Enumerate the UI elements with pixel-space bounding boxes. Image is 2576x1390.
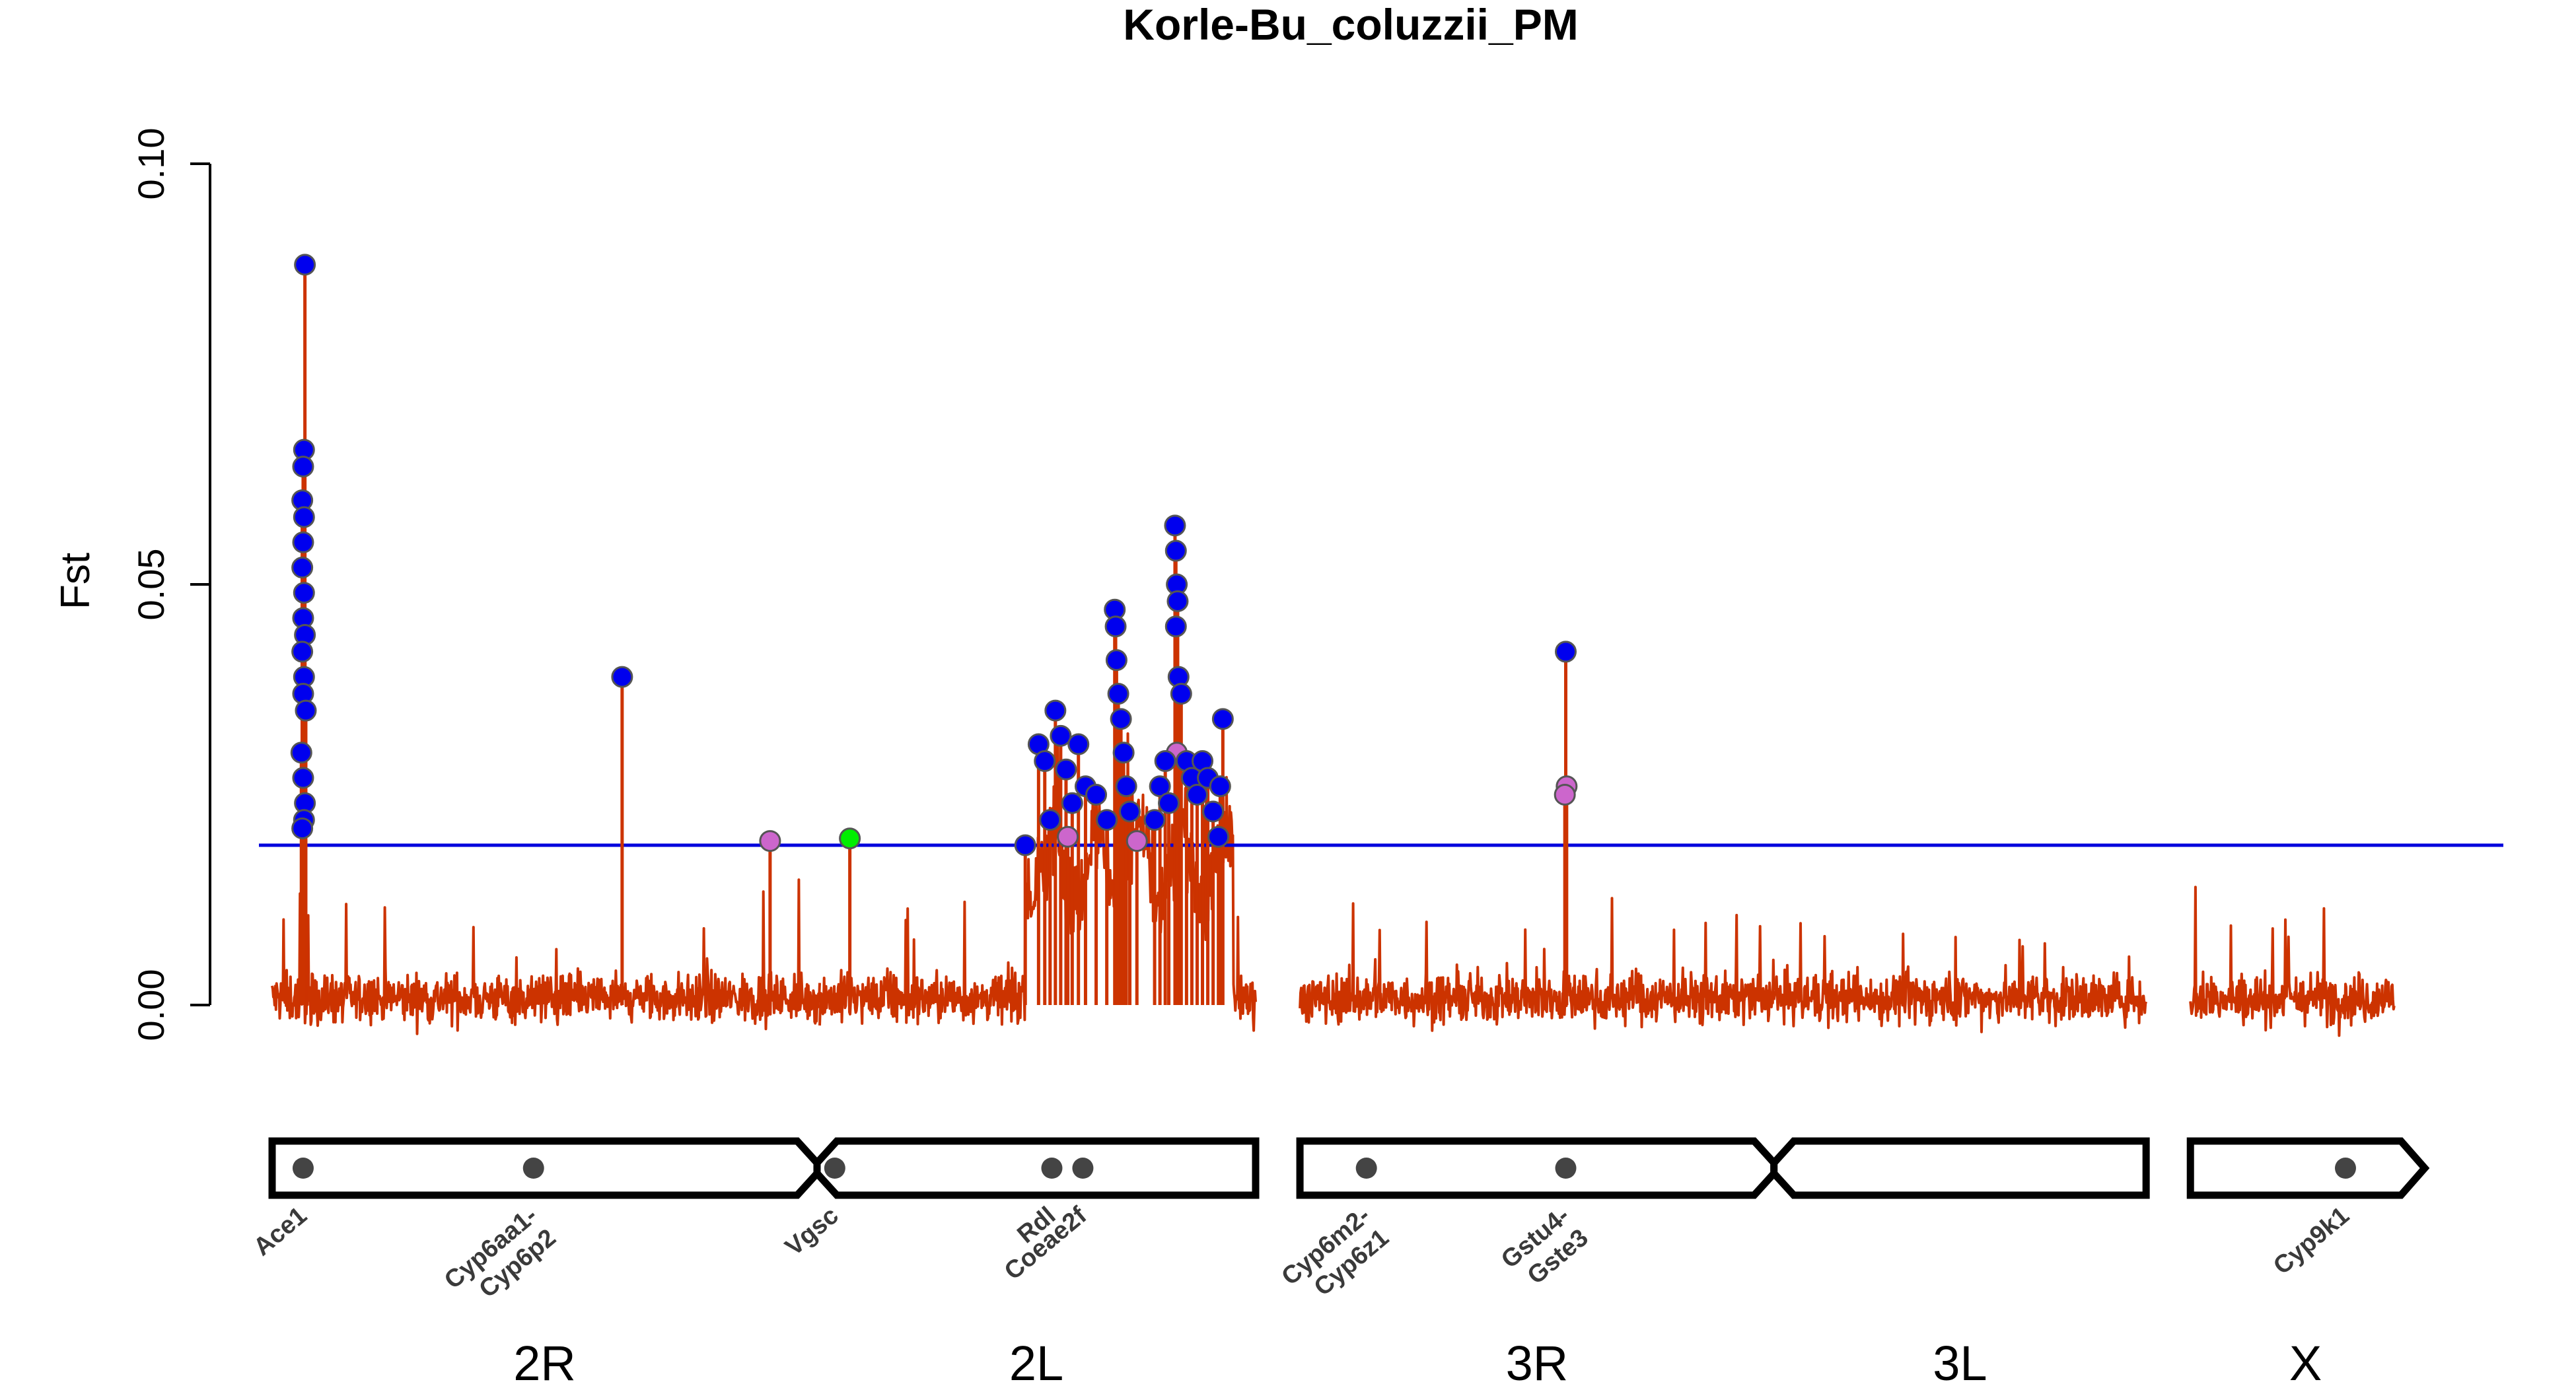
gene-dot xyxy=(2334,1158,2356,1179)
peak-point xyxy=(292,767,314,789)
peak-point xyxy=(293,506,315,528)
peak-point xyxy=(295,699,317,722)
peak-point xyxy=(1554,784,1576,806)
gene-dot xyxy=(1041,1158,1063,1179)
gene-label: Cyp6aa1-Cyp6p2 xyxy=(439,1202,561,1317)
peak-point xyxy=(1170,683,1192,705)
peak-point xyxy=(292,531,314,553)
peak-stems xyxy=(299,264,1569,1005)
peak-point xyxy=(1112,742,1135,764)
chromosome-label: 2R xyxy=(513,1336,576,1387)
chromosome-label: 3L xyxy=(1933,1336,1987,1387)
peak-point xyxy=(1044,699,1067,722)
peak-point xyxy=(611,666,633,688)
chromosome-2R xyxy=(268,1137,821,1199)
peak-point xyxy=(1149,775,1171,798)
gene-dot xyxy=(824,1158,845,1179)
peak-point xyxy=(1067,733,1090,755)
gene-label: Cyp9k1 xyxy=(2268,1202,2355,1280)
peak-point xyxy=(1085,784,1108,806)
fst-series-line xyxy=(271,732,2396,1037)
fst-line-segment xyxy=(271,878,821,1035)
chart-title: Korle-Bu_coluzzii_PM xyxy=(1123,0,1578,49)
peak-point xyxy=(1164,615,1187,638)
gene-dot xyxy=(1072,1158,1094,1179)
peak-point xyxy=(291,641,314,663)
peak-point xyxy=(1202,800,1225,823)
peak-point xyxy=(1107,683,1129,705)
peak-point xyxy=(1154,750,1176,773)
gene-label-line: Ace1 xyxy=(248,1202,312,1262)
gene-dot xyxy=(1355,1158,1377,1179)
chromosome-ideogram: 2R 2L 3R 3L X xyxy=(268,1137,2430,1390)
peak-point xyxy=(291,817,314,839)
peak-point xyxy=(1055,758,1077,781)
chromosome-X xyxy=(2186,1137,2430,1199)
chromosome-label: 3R xyxy=(1506,1336,1569,1387)
peak-point xyxy=(839,827,861,850)
fst-line-segment xyxy=(2189,886,2396,1037)
chromosome-3L xyxy=(1770,1137,2150,1199)
y-tick-label: 0.10 xyxy=(130,128,172,200)
peak-point xyxy=(1143,809,1166,831)
peak-point xyxy=(1115,775,1137,798)
peak-point xyxy=(1057,825,1079,848)
fst-line-segment xyxy=(1299,897,1775,1032)
gene-label: Ace1 xyxy=(248,1202,312,1262)
peak-point xyxy=(294,254,316,276)
gene-dot xyxy=(292,1158,314,1179)
y-tick-label: 0.00 xyxy=(130,969,172,1041)
peak-point xyxy=(1209,775,1231,798)
gene-label: Gstu4-Gste3 xyxy=(1496,1202,1593,1296)
peak-point xyxy=(1158,792,1180,814)
peak-point xyxy=(1104,615,1127,638)
chromosome-label: X xyxy=(2289,1336,2322,1387)
y-axis-label: Fst xyxy=(53,553,98,609)
peak-point xyxy=(1119,800,1141,823)
peak-point xyxy=(1034,750,1056,773)
peak-point xyxy=(1164,539,1187,562)
peak-point xyxy=(1186,784,1208,806)
peak-point xyxy=(1105,649,1127,672)
peak-point xyxy=(291,557,314,579)
peak-point xyxy=(759,830,781,852)
fst-line-segment xyxy=(1772,922,2148,1033)
peak-point xyxy=(1555,641,1577,663)
peak-point xyxy=(1110,708,1132,730)
peak-point xyxy=(1166,590,1189,612)
peak-point xyxy=(1164,514,1186,537)
gene-dot xyxy=(1555,1158,1577,1179)
y-tick-label: 0.05 xyxy=(130,549,172,621)
gene-dot xyxy=(522,1158,544,1179)
peak-point xyxy=(1039,809,1061,831)
peak-point xyxy=(1061,792,1083,814)
gene-label: Vgsc xyxy=(780,1202,844,1262)
peak-point xyxy=(1050,724,1072,747)
gene-label-line: Vgsc xyxy=(780,1202,844,1262)
gene-label: Cyp6m2-Cyp6z1 xyxy=(1277,1202,1394,1313)
peak-point xyxy=(1096,809,1118,831)
peak-point xyxy=(1126,830,1148,852)
peak-points xyxy=(290,254,1578,856)
gene-label-line: Cyp9k1 xyxy=(2268,1202,2355,1280)
peak-point xyxy=(292,456,314,478)
peak-point xyxy=(1014,834,1036,856)
peak-point xyxy=(290,742,312,764)
y-axis: 0.00 0.05 0.10 xyxy=(130,128,211,1041)
peak-point xyxy=(293,582,315,604)
peak-point xyxy=(1211,708,1234,730)
chromosome-2L xyxy=(813,1137,1260,1199)
peak-point xyxy=(1207,825,1230,848)
chromosome-label: 2L xyxy=(1009,1336,1063,1387)
